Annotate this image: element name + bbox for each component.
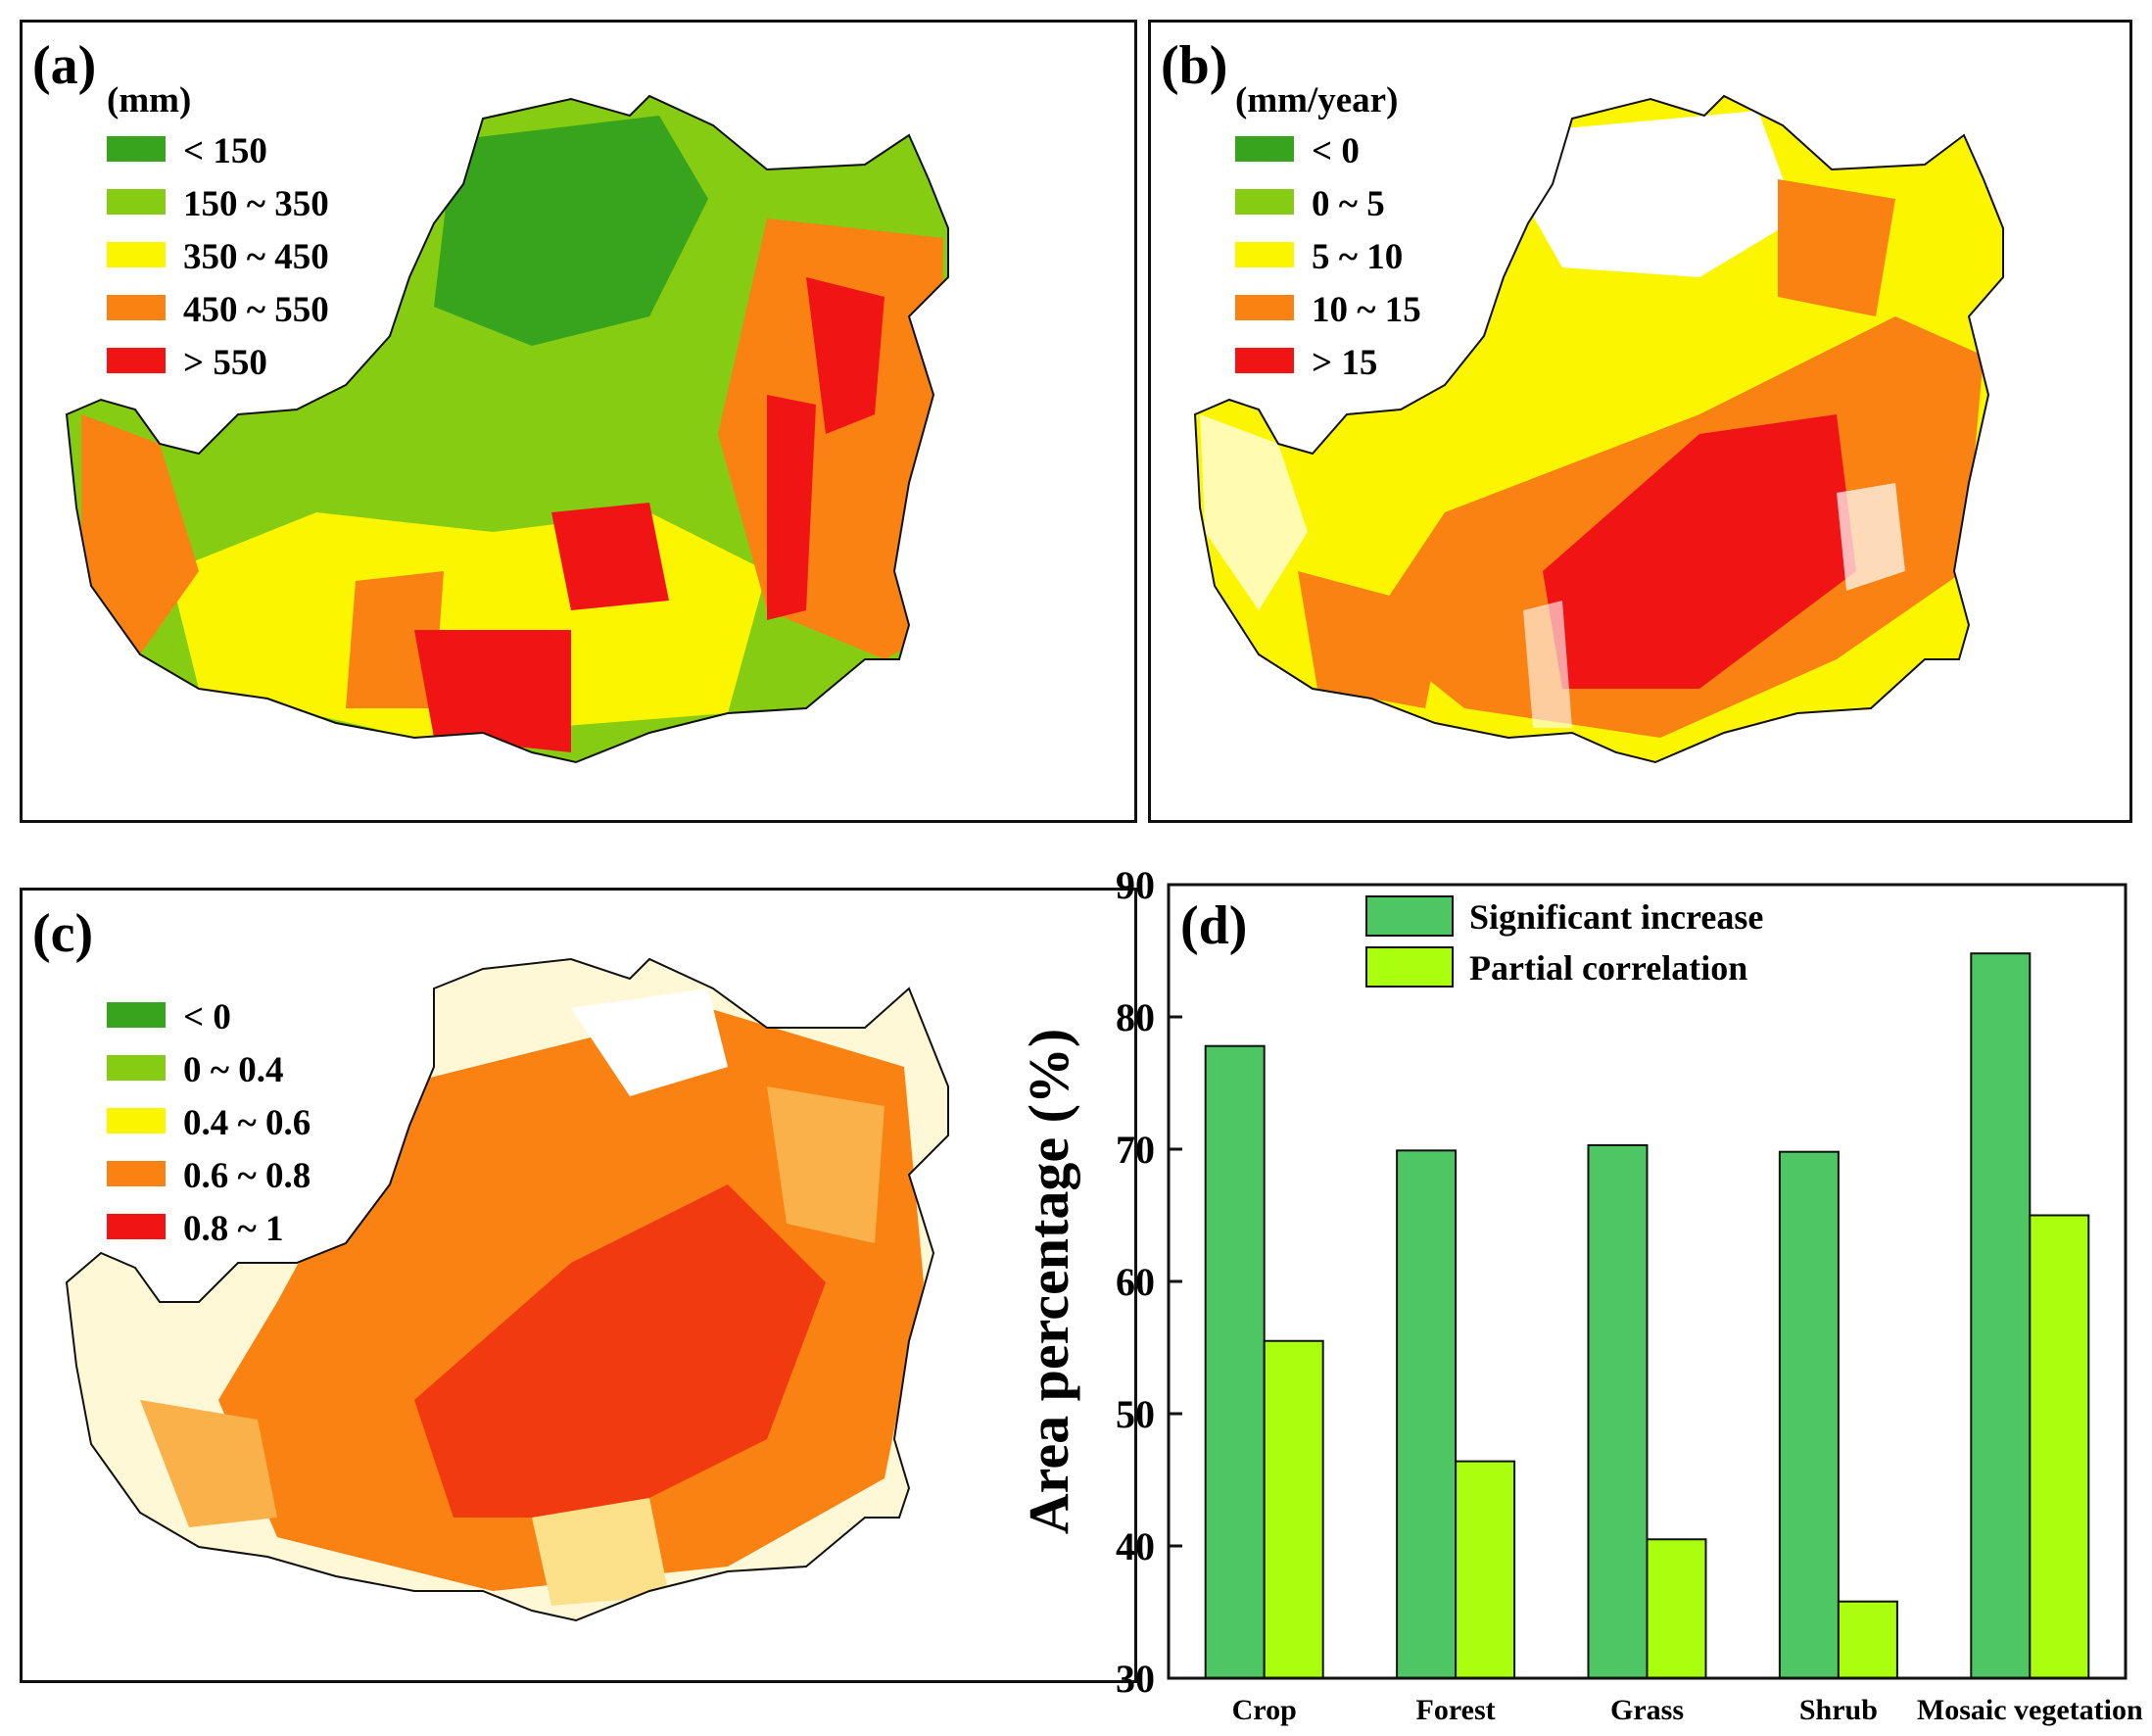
y-tick-label: 50 [1116,1392,1155,1436]
legend-c-text: 0.4 ~ 0.6 [183,1103,311,1143]
y-tick-label: 30 [1116,1657,1155,1701]
legend-swatch [107,348,166,373]
legend-swatch [107,1161,166,1186]
y-tick-label: 80 [1116,995,1155,1039]
legend-a-text: 350 ~ 450 [183,237,329,277]
legend-a-text: 150 ~ 350 [183,184,329,224]
bar-partial-correlation [2029,1214,2090,1679]
legend-a-unit: (mm) [107,80,192,121]
legend-swatch [1235,136,1294,162]
y-tick-label: 60 [1116,1260,1155,1304]
panel-d-label: (d) [1180,895,1247,956]
legend-a-text: < 150 [183,131,267,171]
bar-partial-correlation [1455,1460,1516,1679]
map-a [65,94,949,764]
legend-c-text: 0 ~ 0.4 [183,1050,284,1090]
y-tick-label: 70 [1116,1128,1155,1172]
legend-swatch [107,242,166,267]
y-tick-label: 90 [1116,863,1155,907]
legend-swatch [107,1214,166,1239]
legend-b-unit: (mm/year) [1235,80,1399,121]
x-tick-label: Grass [1610,1694,1684,1726]
legend-label: Partial correlation [1469,948,1747,988]
bar-significant-increase [1204,1044,1266,1679]
x-tick-label: Forest [1416,1694,1496,1726]
legend-swatch [107,136,166,162]
map-b [1193,94,2004,764]
panel-c-label: (c) [32,903,94,964]
map-panel-b: (b) (mm/year) < 0 0 ~ 5 5 ~ 10 10 ~ 15 >… [1148,20,2132,823]
legend-b-text: < 0 [1312,131,1360,171]
legend-c-text: 0.6 ~ 0.8 [183,1156,311,1196]
legend-c-text: < 0 [183,997,231,1037]
plot-frame [1167,883,2128,1680]
panel-a-label: (a) [32,35,97,96]
x-tick-label: Shrub [1799,1694,1878,1726]
legend-swatch [1235,348,1294,373]
legend-b-text: 0 ~ 5 [1312,184,1385,224]
legend-swatch [1235,242,1294,267]
legend-swatch [1365,895,1454,937]
x-tick-label: Crop [1232,1694,1297,1726]
x-tick-label: Mosaic vegetation [1917,1694,2143,1726]
map-c [65,957,949,1622]
y-tick-label: 40 [1116,1524,1155,1568]
bar-significant-increase [1778,1150,1840,1679]
bar-significant-increase [1587,1143,1649,1679]
legend-b-text: > 15 [1312,343,1378,383]
legend-b-text: 5 ~ 10 [1312,237,1404,277]
legend-swatch [107,189,166,215]
legend-swatch [107,295,166,320]
legend-swatch [1235,189,1294,215]
legend-label: Significant increase [1469,897,1763,937]
map-panel-c: (c) < 0 0 ~ 0.4 0.4 ~ 0.6 0.6 ~ 0.8 0.8 … [20,888,1137,1683]
legend-swatch [1235,295,1294,320]
bar-partial-correlation [1646,1538,1707,1679]
bar-significant-increase [1970,952,2032,1679]
legend-b-text: 10 ~ 15 [1312,290,1421,330]
panel-b-label: (b) [1161,35,1228,96]
legend-swatch [107,1002,166,1028]
bar-partial-correlation [1837,1600,1898,1679]
map-panel-a: (a) (mm) < 150 150 ~ 350 350 ~ 450 450 ~… [20,20,1137,823]
legend-swatch [107,1055,166,1081]
legend-a-text: 450 ~ 550 [183,290,329,330]
legend-swatch [1365,946,1454,988]
bar-significant-increase [1396,1149,1458,1679]
bar-partial-correlation [1263,1339,1324,1679]
legend-a-text: > 550 [183,343,267,383]
legend-swatch [107,1108,166,1133]
y-axis-label: Area percentage (%) [1017,1029,1080,1534]
legend-c-text: 0.8 ~ 1 [183,1209,284,1249]
